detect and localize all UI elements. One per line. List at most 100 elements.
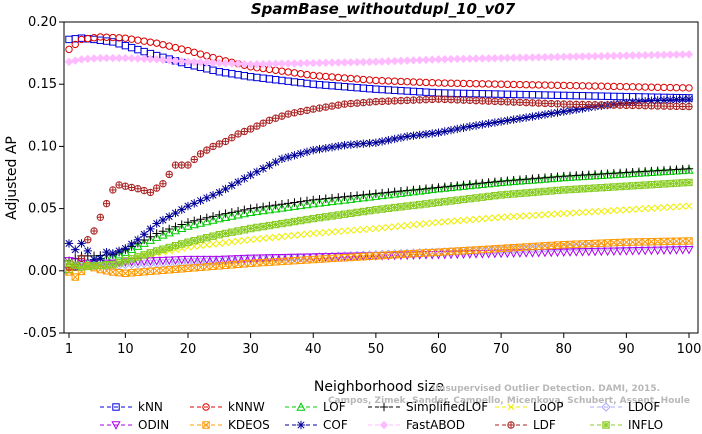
legend-label: LDF: [533, 418, 556, 432]
data-point-inflo: [660, 180, 668, 188]
data-point-cof: [390, 134, 399, 144]
data-point-lof: [152, 232, 162, 241]
data-point-loop: [591, 208, 599, 216]
data-point-knnw: [628, 83, 637, 91]
data-point-knn: [372, 85, 380, 93]
data-point-simplifiedlof: [396, 186, 406, 196]
data-point-inflo: [484, 192, 493, 201]
data-point-lof: [515, 176, 525, 185]
data-point-odin: [233, 255, 243, 264]
data-point-simplifiedlof: [446, 182, 456, 191]
data-point-inflo: [622, 182, 631, 190]
axes: 1 10 20 30 40 50 60 70 80 90 100 -0.05 0.00 0.05 0.10 0…: [23, 15, 701, 357]
data-point-kdeos: [641, 238, 649, 246]
data-point-lof: [296, 200, 306, 210]
data-point-cof: [77, 239, 86, 248]
data-point-fastabod: [647, 50, 656, 60]
data-point-fastabod: [653, 50, 663, 60]
data-point-cof: [196, 196, 205, 205]
data-point-cof: [540, 110, 550, 119]
data-point-lof: [440, 183, 450, 192]
data-point-odin: [577, 248, 588, 257]
data-point-fastabod: [515, 53, 525, 63]
legend-marker: [507, 421, 515, 429]
data-point-cof: [402, 132, 412, 141]
data-point-loop: [341, 227, 349, 235]
data-point-knnw: [409, 78, 418, 86]
data-point-ldf: [466, 96, 474, 104]
data-point-simplifiedlof: [296, 197, 305, 206]
legend-marker: [379, 420, 389, 430]
data-point-inflo: [616, 182, 624, 191]
data-point-inflo: [641, 181, 649, 189]
data-point-cof: [296, 149, 305, 158]
data-point-fastabod: [490, 53, 500, 63]
data-point-loop: [466, 216, 474, 224]
data-point-cof: [653, 96, 662, 105]
data-point-loop: [428, 219, 436, 227]
data-point-loop: [284, 232, 292, 240]
data-point-kdeos: [290, 257, 299, 265]
data-point-knnw: [453, 79, 461, 88]
legend-label: COF: [323, 418, 348, 432]
data-point-simplifiedlof: [327, 193, 337, 203]
data-point-lof: [333, 195, 343, 205]
data-point-odin: [390, 251, 400, 261]
data-point-knnw: [466, 79, 474, 88]
data-point-cof: [171, 208, 180, 218]
data-point-cof: [465, 122, 475, 131]
data-point-inflo: [96, 261, 105, 270]
legend-item-lof: LOF: [285, 400, 346, 414]
data-point-fastabod: [484, 53, 493, 63]
data-point-loop: [654, 204, 662, 212]
data-point-kdeos: [685, 237, 693, 245]
data-point-loop: [478, 215, 486, 223]
data-point-odin: [615, 247, 625, 256]
data-point-knnw: [315, 72, 324, 80]
data-point-cof: [634, 97, 644, 107]
data-point-simplifiedlof: [315, 195, 324, 204]
data-point-odin: [214, 255, 224, 265]
data-point-cof: [277, 154, 287, 164]
data-point-odin: [227, 255, 237, 264]
watermark-line-2: Campos, Zimek, Sander, Campello, Micenko…: [328, 396, 690, 406]
legend-label: LoOP: [533, 400, 564, 414]
data-point-knnw: [365, 76, 374, 84]
data-point-odin: [296, 253, 306, 263]
data-point-cof: [346, 140, 356, 149]
plot-area: [64, 33, 694, 281]
data-point-loop: [491, 214, 499, 222]
data-point-knn: [290, 78, 299, 86]
data-point-fastabod: [77, 54, 86, 64]
data-point-lof: [646, 167, 657, 176]
data-point-kdeos: [284, 257, 292, 265]
data-point-loop: [328, 228, 336, 236]
data-point-simplifiedlof: [215, 210, 224, 220]
data-point-knn: [297, 79, 305, 87]
data-point-cof: [133, 235, 143, 244]
data-point-loop: [272, 233, 280, 241]
data-point-lof: [390, 189, 400, 198]
data-point-inflo: [340, 210, 349, 218]
data-point-inflo: [215, 231, 224, 239]
data-point-knn: [347, 83, 355, 91]
data-point-cof: [503, 116, 512, 125]
data-point-inflo: [190, 236, 198, 245]
data-point-odin: [546, 248, 556, 258]
data-point-odin: [590, 247, 600, 257]
data-point-inflo: [77, 263, 86, 271]
data-point-odin: [665, 246, 675, 255]
data-point-loop: [660, 204, 668, 212]
data-point-fastabod: [565, 52, 575, 62]
data-point-knn: [422, 88, 430, 96]
data-point-knnw: [478, 80, 487, 88]
data-point-kdeos: [121, 269, 130, 277]
data-point-kdeos: [653, 237, 662, 246]
data-point-fastabod: [146, 54, 155, 64]
data-point-odin: [183, 255, 193, 265]
data-point-loop: [203, 241, 211, 249]
data-point-knn: [616, 92, 624, 101]
data-point-lof: [602, 170, 613, 179]
data-point-cof: [202, 193, 211, 203]
